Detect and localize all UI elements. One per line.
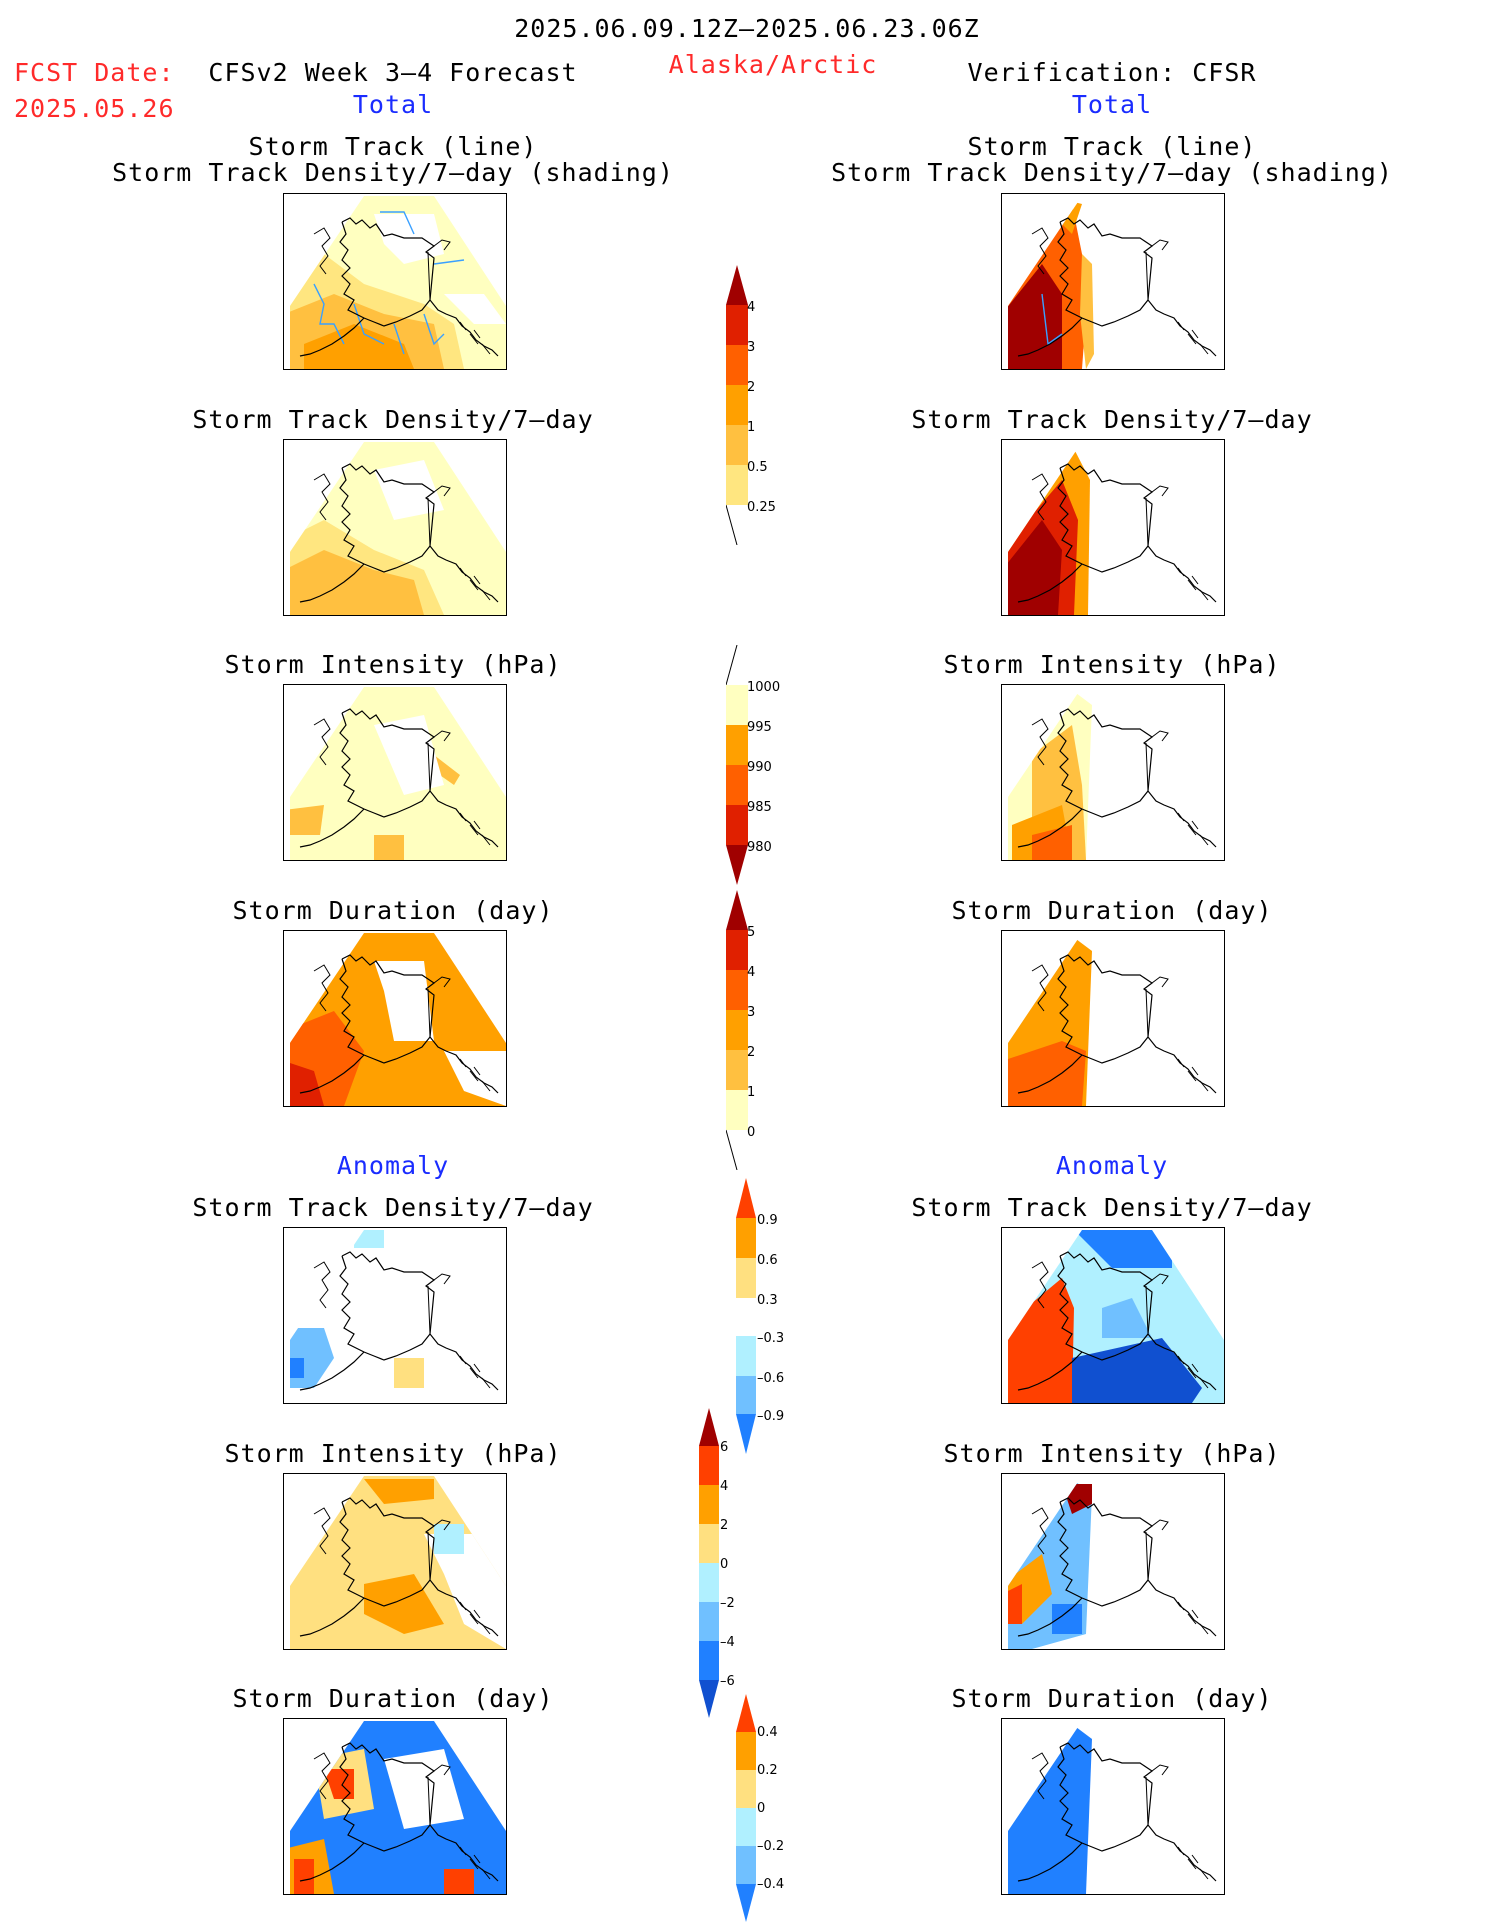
- cbar-duration-1: 1: [747, 1085, 756, 1100]
- cbar-duration-5: 5: [747, 925, 756, 940]
- colorbar-density-total: [725, 265, 748, 546]
- map-forecast-intensity-anom: [283, 1473, 507, 1650]
- right-title-track-line: Storm Track (line): [967, 132, 1257, 161]
- fcst-date-value: 2025.05.26: [14, 94, 175, 123]
- cbar-intensity-985: 985: [747, 800, 772, 815]
- colorbar-density-anom: [736, 1178, 756, 1454]
- left-title-intensity: Storm Intensity (hPa): [224, 650, 562, 679]
- cbar-intensity-980: 980: [747, 840, 772, 855]
- map-verif-intensity-anom: [1001, 1473, 1225, 1650]
- map-verif-intensity: [1001, 684, 1225, 861]
- verification-title: Verification: CFSR: [967, 58, 1257, 87]
- right-title-track-shading: Storm Track Density/7–day (shading): [831, 158, 1393, 187]
- cbar-intensity-1000: 1000: [747, 680, 781, 695]
- left-title-track-line: Storm Track (line): [248, 132, 538, 161]
- map-verif-duration-anom: [1001, 1718, 1225, 1895]
- left-title-track-shading: Storm Track Density/7–day (shading): [112, 158, 674, 187]
- left-title-duration-anom: Storm Duration (day): [232, 1684, 554, 1713]
- right-section-total: Total: [1071, 90, 1153, 119]
- colorbar-intensity-anom: [699, 1408, 719, 1718]
- left-anomaly-label: Anomaly: [336, 1151, 450, 1180]
- cbar-duranom-02: 0.2: [757, 1763, 778, 1778]
- cbar-ianom-2: 2: [720, 1518, 729, 1533]
- left-title-density-anom: Storm Track Density/7–day: [192, 1193, 594, 1222]
- date-range: 2025.06.09.12Z–2025.06.23.06Z: [514, 14, 980, 43]
- colorbar-duration-total: [725, 890, 748, 1171]
- right-title-density: Storm Track Density/7–day: [911, 405, 1313, 434]
- cbar-danom-m09: –0.9: [757, 1409, 785, 1424]
- map-forecast-duration-anom: [283, 1718, 507, 1895]
- left-title-duration: Storm Duration (day): [232, 896, 554, 925]
- colorbar-duration-anom: [736, 1694, 756, 1922]
- right-title-density-anom: Storm Track Density/7–day: [911, 1193, 1313, 1222]
- cbar-density-1: 1: [747, 420, 756, 435]
- right-title-intensity: Storm Intensity (hPa): [943, 650, 1281, 679]
- cbar-danom-m06: –0.6: [757, 1371, 785, 1386]
- cbar-density-2: 2: [747, 380, 756, 395]
- cbar-ianom-m4: –4: [720, 1635, 735, 1650]
- right-title-intensity-anom: Storm Intensity (hPa): [943, 1439, 1281, 1468]
- cbar-danom-m03: –0.3: [757, 1331, 785, 1346]
- cbar-duranom-m02: –0.2: [757, 1839, 785, 1854]
- cbar-danom-06: 0.6: [757, 1253, 778, 1268]
- cbar-density-05: 0.5: [747, 460, 768, 475]
- right-title-duration: Storm Duration (day): [951, 896, 1273, 925]
- cbar-intensity-990: 990: [747, 760, 772, 775]
- map-forecast-density-anom: [283, 1227, 507, 1404]
- cbar-duration-4: 4: [747, 965, 756, 980]
- right-anomaly-label: Anomaly: [1055, 1151, 1169, 1180]
- map-verif-track: [1001, 193, 1225, 370]
- right-title-duration-anom: Storm Duration (day): [951, 1684, 1273, 1713]
- colorbar-intensity-total: [725, 644, 748, 885]
- cbar-duranom-m04: –0.4: [757, 1877, 785, 1892]
- cbar-duranom-04: 0.4: [757, 1725, 778, 1740]
- cbar-danom-09: 0.9: [757, 1213, 778, 1228]
- cbar-danom-03: 0.3: [757, 1293, 778, 1308]
- map-forecast-track: [283, 193, 507, 370]
- region-title: Alaska/Arctic: [668, 50, 878, 79]
- left-title-intensity-anom: Storm Intensity (hPa): [224, 1439, 562, 1468]
- map-verif-density: [1001, 439, 1225, 616]
- map-forecast-density: [283, 439, 507, 616]
- cbar-ianom-4: 4: [720, 1479, 729, 1494]
- cbar-duration-0: 0: [747, 1125, 756, 1140]
- cbar-ianom-m2: –2: [720, 1596, 735, 1611]
- cbar-density-025: 0.25: [747, 500, 776, 515]
- cbar-intensity-995: 995: [747, 720, 772, 735]
- cbar-ianom-0: 0: [720, 1557, 729, 1572]
- cbar-duration-2: 2: [747, 1045, 756, 1060]
- map-verif-duration: [1001, 930, 1225, 1107]
- left-title-density: Storm Track Density/7–day: [192, 405, 594, 434]
- cbar-duration-3: 3: [747, 1005, 756, 1020]
- fcst-date-label: FCST Date:: [14, 58, 175, 87]
- cbar-duranom-0: 0: [757, 1801, 766, 1816]
- map-forecast-intensity: [283, 684, 507, 861]
- cbar-ianom-6: 6: [720, 1440, 729, 1455]
- map-verif-density-anom: [1001, 1227, 1225, 1404]
- cbar-density-3: 3: [747, 340, 756, 355]
- cbar-density-4: 4: [747, 300, 756, 315]
- left-section-total: Total: [352, 90, 434, 119]
- cbar-ianom-m6: –6: [720, 1674, 735, 1689]
- forecast-title: CFSv2 Week 3–4 Forecast: [208, 58, 578, 87]
- map-forecast-duration: [283, 930, 507, 1107]
